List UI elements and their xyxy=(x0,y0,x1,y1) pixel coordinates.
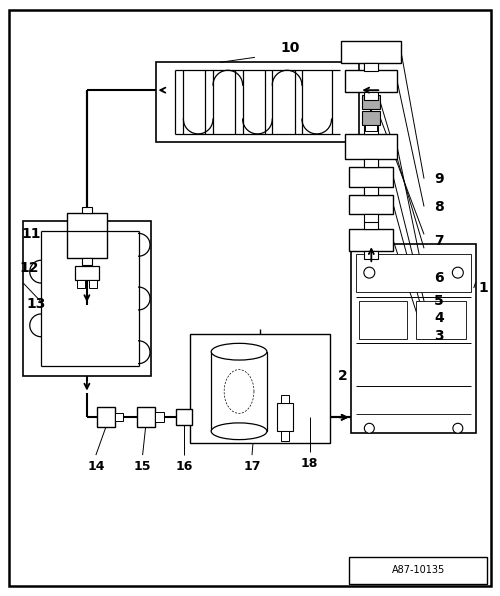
Bar xyxy=(364,222,378,229)
Bar xyxy=(356,254,471,291)
Text: 3: 3 xyxy=(434,329,444,343)
Bar xyxy=(77,280,85,288)
Circle shape xyxy=(453,423,463,433)
Bar xyxy=(352,244,476,433)
Bar xyxy=(366,125,378,131)
Text: 14: 14 xyxy=(87,460,104,473)
Bar xyxy=(89,280,97,288)
Bar xyxy=(280,396,288,403)
Bar xyxy=(346,134,397,159)
Text: 5: 5 xyxy=(434,294,444,308)
Bar xyxy=(136,408,154,427)
Bar xyxy=(360,301,406,339)
Bar xyxy=(276,403,292,432)
Bar xyxy=(364,159,378,167)
Bar xyxy=(154,412,164,423)
Bar xyxy=(176,409,192,426)
Bar xyxy=(350,167,393,187)
Circle shape xyxy=(364,267,375,278)
Bar xyxy=(364,63,378,70)
Bar xyxy=(24,222,150,375)
Text: 4: 4 xyxy=(434,311,444,325)
Text: A87-10135: A87-10135 xyxy=(392,566,444,576)
Bar xyxy=(364,159,378,167)
Bar xyxy=(364,187,378,194)
Bar xyxy=(416,301,466,339)
Bar xyxy=(350,557,486,585)
Bar xyxy=(364,215,378,222)
Text: 15: 15 xyxy=(134,460,152,473)
Circle shape xyxy=(364,423,374,433)
Bar xyxy=(364,187,378,194)
Text: 7: 7 xyxy=(434,234,444,249)
Bar xyxy=(364,126,378,134)
Bar xyxy=(364,63,378,72)
Bar xyxy=(364,92,378,100)
Bar xyxy=(156,63,360,142)
Bar xyxy=(362,95,380,109)
Bar xyxy=(115,414,122,421)
Bar xyxy=(350,194,393,215)
Text: 12: 12 xyxy=(20,261,39,275)
Bar xyxy=(280,432,288,441)
Text: 13: 13 xyxy=(26,297,46,311)
Bar xyxy=(342,42,401,63)
Bar xyxy=(211,352,267,432)
Text: 17: 17 xyxy=(243,460,260,473)
Text: 9: 9 xyxy=(434,172,444,186)
Text: 10: 10 xyxy=(280,41,299,55)
Text: 16: 16 xyxy=(176,460,193,473)
Circle shape xyxy=(452,267,464,278)
Bar xyxy=(67,213,107,258)
Bar xyxy=(366,89,378,95)
Text: 6: 6 xyxy=(434,271,444,285)
Bar xyxy=(82,258,92,265)
Ellipse shape xyxy=(211,343,267,360)
Bar xyxy=(190,334,330,443)
Text: 1: 1 xyxy=(478,281,488,295)
Ellipse shape xyxy=(211,423,267,440)
Bar xyxy=(350,229,393,252)
Text: 11: 11 xyxy=(22,227,41,241)
Bar xyxy=(97,408,115,427)
Bar xyxy=(364,252,378,259)
Text: 18: 18 xyxy=(301,457,318,470)
Bar xyxy=(75,266,99,280)
Text: 2: 2 xyxy=(338,368,347,383)
Bar xyxy=(346,70,397,92)
Bar xyxy=(82,206,92,213)
Bar xyxy=(362,111,380,125)
Text: 8: 8 xyxy=(434,200,444,213)
